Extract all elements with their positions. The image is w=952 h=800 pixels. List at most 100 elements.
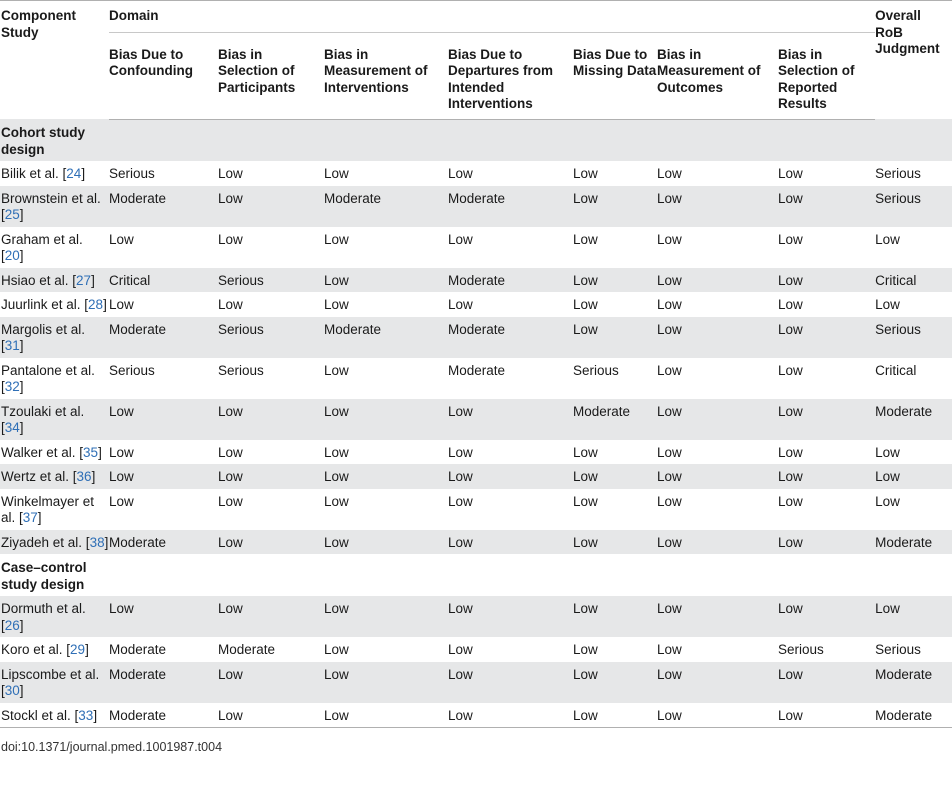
judgment-cell: Moderate (573, 398, 657, 440)
reference-link[interactable]: 26 (4, 617, 20, 633)
judgment-cell: Low (573, 316, 657, 358)
reference-link[interactable]: 35 (83, 444, 99, 460)
study-cell: Juurlink et al. [28] (0, 292, 109, 317)
judgment-cell: Low (324, 297, 349, 312)
section-empty-cell (324, 554, 448, 596)
reference-bracket-close: ] (19, 617, 24, 633)
overall-judgment-cell: Serious (875, 316, 952, 358)
header-col-missing-data: Bias Due to Missing Data (573, 39, 657, 120)
section-empty-cell (109, 554, 218, 596)
overall-judgment-cell: Low (875, 444, 900, 460)
reference-bracket-close: ] (91, 469, 96, 484)
study-author: Bilik et al. [ (1, 166, 67, 181)
judgment-cell: Critical (109, 267, 218, 292)
reference-link[interactable]: 36 (76, 469, 92, 484)
reference-link[interactable]: 27 (76, 272, 92, 288)
section-empty-cell (657, 554, 778, 596)
reference-link[interactable]: 34 (4, 420, 20, 435)
study-author: Stockl et al. [ (1, 707, 79, 723)
study-cell: Koro et al. [29] (0, 637, 109, 662)
judgment-cell: Low (657, 166, 682, 181)
reference-bracket-close: ] (104, 534, 109, 550)
study-cell: Graham et al. [20] (0, 227, 109, 268)
judgment-cell: Low (218, 493, 243, 509)
reference-bracket-close: ] (19, 207, 24, 222)
reference-link[interactable]: 33 (78, 707, 94, 723)
judgment-cell: Low (109, 493, 134, 509)
judgment-cell: Low (657, 596, 778, 637)
judgment-cell: Low (573, 707, 598, 723)
reference-link[interactable]: 24 (66, 166, 82, 181)
judgment-cell: Low (573, 231, 598, 247)
judgment-cell: Low (324, 642, 349, 657)
judgment-cell: Low (324, 596, 448, 637)
judgment-cell: Low (657, 185, 778, 227)
judgment-cell: Low (324, 444, 349, 460)
judgment-cell: Moderate (109, 661, 218, 703)
study-cell: Stockl et al. [33] (0, 703, 109, 728)
reference-link[interactable]: 31 (4, 338, 20, 353)
table-row: Winkelmayer et al. [37] Low Low Low Low Low Lo… (0, 489, 952, 530)
reference-link[interactable]: 28 (88, 297, 104, 312)
judgment-cell: Low (657, 231, 682, 247)
judgment-cell: Moderate (109, 185, 218, 227)
table-row: Graham et al. [20] Low Low Low Low Low Low Low L… (0, 227, 952, 268)
judgment-cell: Low (324, 529, 448, 554)
judgment-cell: Moderate (448, 316, 573, 358)
judgment-cell: Low (448, 166, 473, 181)
judgment-cell: Low (657, 297, 682, 312)
risk-of-bias-table: Component Study Domain Overall RoB Judgm… (0, 0, 952, 728)
header-overall-rob: Overall RoB Judgment (875, 0, 952, 119)
study-author: Tzoulaki et al. [ (1, 403, 85, 436)
reference-link[interactable]: 32 (4, 379, 20, 394)
section-title: Case–control study design (1, 560, 87, 592)
header-col-confounding: Bias Due to Confounding (109, 39, 218, 120)
judgment-cell: Low (778, 166, 803, 181)
table-bottom-rule (0, 727, 952, 728)
judgment-cell: Low (448, 707, 473, 723)
judgment-cell: Low (657, 362, 682, 378)
section-empty-cell (573, 554, 657, 596)
overall-judgment-cell: Low (875, 596, 952, 637)
table-row: Dormuth et al. [26] Low Low Low Low Low Low Low… (0, 596, 952, 637)
reference-bracket-close: ] (81, 166, 86, 181)
judgment-cell: Low (218, 661, 324, 703)
study-author: Margolis et al. [ (1, 321, 86, 354)
section-row: Case–control study design (0, 554, 952, 596)
judgment-cell: Low (657, 316, 778, 358)
judgment-cell: Low (778, 185, 876, 227)
judgment-cell: Low (109, 596, 218, 637)
reference-link[interactable]: 38 (89, 534, 105, 550)
overall-judgment-cell: Critical (875, 362, 917, 378)
reference-link[interactable]: 25 (4, 207, 20, 222)
judgment-cell: Low (573, 444, 598, 460)
judgment-cell: Low (573, 642, 598, 657)
judgment-cell: Low (218, 231, 243, 247)
study-author: Winkelmayer et al. [ (1, 493, 95, 526)
judgment-cell: Low (448, 661, 573, 703)
judgment-cell: Moderate (448, 185, 573, 227)
judgment-cell: Low (324, 707, 349, 723)
reference-link[interactable]: 37 (22, 510, 38, 525)
section-empty-cell (218, 554, 324, 596)
judgment-cell: Low (218, 297, 243, 312)
judgment-cell: Low (573, 493, 598, 509)
table-row: Lipscombe et al. [30] Moderate Low Low Low Lo… (0, 661, 952, 703)
overall-judgment-cell: Serious (875, 185, 952, 227)
judgment-cell: Low (324, 464, 448, 489)
reference-link[interactable]: 30 (4, 683, 20, 698)
reference-link[interactable]: 29 (70, 642, 86, 657)
section-empty-cell (448, 554, 573, 596)
reference-link[interactable]: 20 (4, 248, 20, 263)
judgment-cell: Moderate (324, 316, 448, 358)
table-body: Cohort study design Bilik et al. [24] Seri… (0, 119, 952, 728)
overall-judgment-cell: Moderate (875, 707, 933, 723)
reference-bracket-close: ] (19, 379, 24, 394)
judgment-cell: Low (324, 493, 349, 509)
study-cell: Winkelmayer et al. [37] (0, 489, 109, 530)
judgment-cell: Low (324, 398, 448, 440)
judgment-cell: Low (448, 596, 573, 637)
study-author: Walker et al. [ (1, 444, 84, 460)
study-cell: Tzoulaki et al. [34] (0, 398, 109, 440)
judgment-cell: Low (778, 267, 876, 292)
